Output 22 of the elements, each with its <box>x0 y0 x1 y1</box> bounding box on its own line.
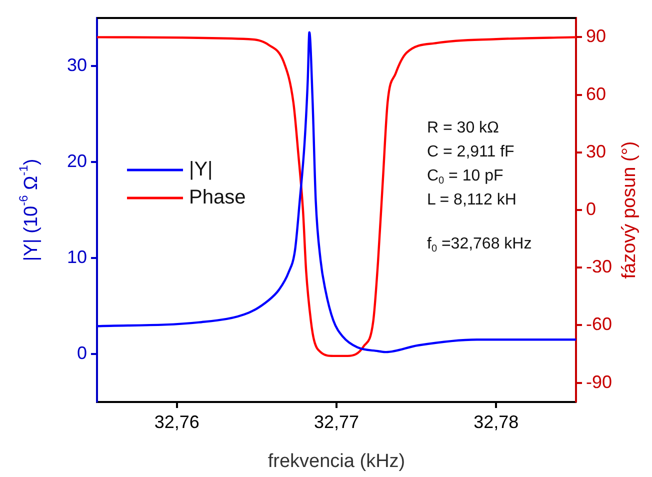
annotation: R = 30 kΩ <box>427 119 500 136</box>
y2-tick-label: 0 <box>586 198 596 219</box>
y2-tick-label: -60 <box>586 314 612 334</box>
y-axis-title: |Y| (10-6 Ω-1) <box>16 158 42 262</box>
y2-tick-label: -90 <box>586 372 612 392</box>
x-tick-label: 32,76 <box>154 412 200 432</box>
y-tick-label: 30 <box>66 54 87 75</box>
y2-tick-label: -30 <box>586 256 612 277</box>
y2-tick-label: 90 <box>586 26 606 46</box>
annotation: C = 2,911 fF <box>427 143 515 160</box>
x-axis-title: frekvencia (kHz) <box>268 451 406 472</box>
y-tick-label: 10 <box>66 246 87 267</box>
annotation: L = 8,112 kH <box>427 191 516 208</box>
y-tick-label: 20 <box>66 150 87 171</box>
y2-axis-title: fázový posun (°) <box>619 141 640 279</box>
x-tick-label: 32,77 <box>314 412 360 432</box>
legend-label: Phase <box>189 186 246 209</box>
y2-tick-label: 60 <box>586 84 606 104</box>
y2-tick-label: 30 <box>586 141 606 162</box>
y-tick-label: 0 <box>76 342 87 363</box>
x-tick-label: 32,78 <box>474 412 519 432</box>
legend-label: |Y| <box>189 158 213 181</box>
